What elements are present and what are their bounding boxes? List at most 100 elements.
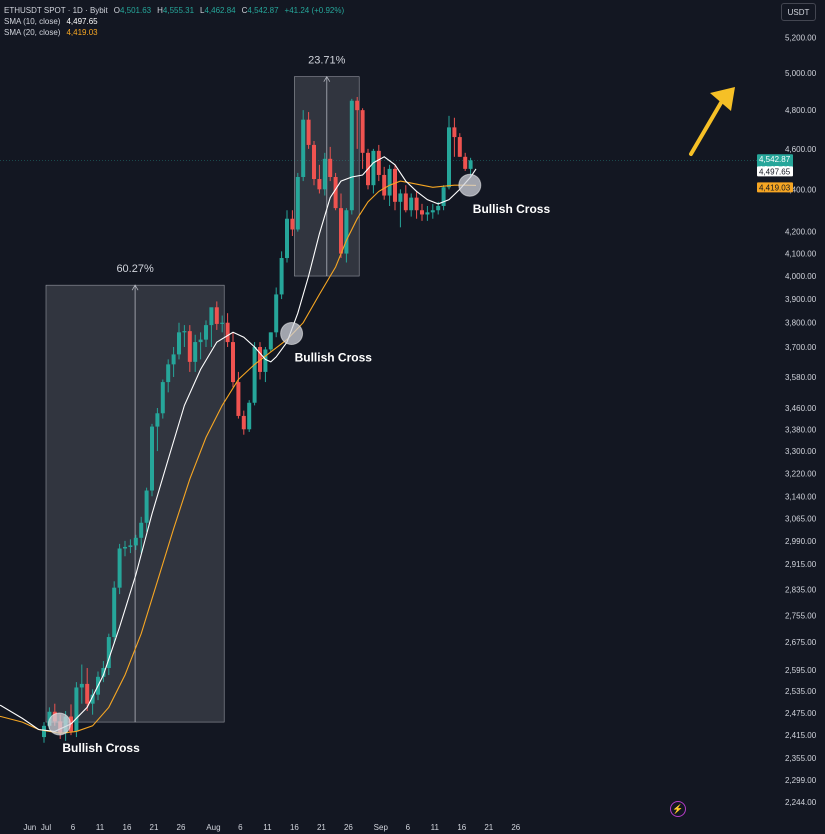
time-tick-label: 6 bbox=[71, 823, 76, 832]
candle-body bbox=[312, 144, 316, 180]
candle-body bbox=[328, 158, 333, 177]
cross-marker bbox=[47, 712, 71, 736]
candle-body bbox=[414, 197, 419, 211]
price-tag bbox=[757, 166, 793, 177]
sma10-value: 4,497.65 bbox=[66, 17, 98, 26]
time-tick-label: Aug bbox=[206, 823, 220, 832]
candle-body bbox=[295, 176, 300, 230]
candle-body bbox=[333, 176, 338, 209]
candle-body bbox=[317, 179, 322, 190]
candle-body bbox=[112, 587, 117, 638]
symbol-label[interactable]: ETHUSDT SPOT · 1D · Bybit bbox=[4, 6, 108, 15]
candle-body bbox=[339, 208, 343, 254]
quote-currency-button[interactable]: USDT bbox=[781, 3, 816, 21]
bullish-cross-label: Bullish Cross bbox=[473, 202, 551, 216]
range-arrowhead bbox=[323, 75, 331, 82]
candle-body bbox=[268, 332, 273, 350]
high-value: 4,555.31 bbox=[162, 6, 195, 15]
price-tick-label: 3,580.00 bbox=[785, 373, 817, 382]
time-tick-label: 21 bbox=[484, 823, 493, 832]
candle-body bbox=[274, 294, 279, 333]
candle-body bbox=[409, 197, 414, 211]
open-value: 4,501.63 bbox=[119, 6, 152, 15]
time-tick-label: 6 bbox=[238, 823, 243, 832]
candle-body bbox=[279, 258, 284, 295]
time-tick-label: 16 bbox=[123, 823, 132, 832]
candle-body bbox=[133, 537, 138, 546]
time-tick-label: Jul bbox=[41, 823, 51, 832]
candle-body bbox=[457, 137, 462, 157]
candle-body bbox=[209, 307, 214, 326]
price-tick-label: 2,915.00 bbox=[785, 560, 817, 569]
time-tick-label: 6 bbox=[406, 823, 411, 832]
price-tick-label: 2,675.00 bbox=[785, 638, 817, 647]
candle-body bbox=[436, 206, 441, 211]
candle-body bbox=[171, 354, 176, 365]
price-tag bbox=[757, 182, 793, 193]
open-label: O bbox=[113, 6, 120, 15]
price-tick-label: 2,755.00 bbox=[785, 611, 817, 620]
candle-body bbox=[376, 150, 381, 175]
candle-body bbox=[182, 331, 187, 333]
candle-body bbox=[306, 119, 311, 145]
candle-body bbox=[290, 218, 295, 230]
candle-body bbox=[285, 218, 289, 259]
price-tick-label: 2,475.00 bbox=[785, 709, 817, 718]
price-tick-label: 3,800.00 bbox=[785, 319, 817, 328]
candle-body bbox=[101, 668, 106, 677]
candle-body bbox=[144, 490, 149, 523]
price-tick-label: 3,065.00 bbox=[785, 514, 817, 523]
candle-body bbox=[123, 546, 127, 549]
price-tick-label: 3,700.00 bbox=[785, 343, 817, 352]
price-tick-label: 3,300.00 bbox=[785, 447, 817, 456]
candle-body bbox=[360, 110, 365, 153]
time-tick-label: 11 bbox=[96, 823, 105, 832]
flash-icon[interactable]: ⚡ bbox=[670, 801, 686, 817]
price-tick-label: 4,800.00 bbox=[785, 106, 817, 115]
price-tick-label: 4,400.00 bbox=[785, 185, 817, 194]
price-tick-label: 4,000.00 bbox=[785, 272, 817, 281]
price-axis: 5,200.00 5,000.00 4,800.00 4,600.00 4,400.00… bbox=[757, 33, 817, 807]
candle-body bbox=[452, 127, 457, 138]
candle-body bbox=[117, 548, 122, 588]
price-tick-label: 2,415.00 bbox=[785, 731, 817, 740]
sma20-label[interactable]: SMA (20, close) bbox=[4, 28, 61, 37]
candle-body bbox=[231, 342, 235, 383]
high-label: H bbox=[157, 6, 163, 15]
price-tick-label: 3,380.00 bbox=[785, 425, 817, 434]
candle-body bbox=[430, 210, 435, 213]
time-tick-label: 16 bbox=[290, 823, 299, 832]
range-percent-label: 60.27% bbox=[116, 263, 154, 275]
range-percent-label: 23.71% bbox=[308, 55, 346, 67]
uptrend-arrowhead bbox=[710, 87, 735, 111]
candle-body bbox=[106, 637, 111, 669]
candle-body bbox=[252, 346, 257, 403]
price-tick-label: 2,355.00 bbox=[785, 754, 817, 763]
candle-body bbox=[42, 725, 46, 738]
candle-body bbox=[187, 331, 192, 362]
price-tick-label: 2,835.00 bbox=[785, 585, 817, 594]
candle-body bbox=[193, 342, 198, 362]
price-tick-label: 4,100.00 bbox=[785, 250, 817, 259]
candle-body bbox=[263, 349, 268, 372]
price-tick-label: 2,535.00 bbox=[785, 687, 817, 696]
candle-body bbox=[177, 332, 181, 355]
price-tick-label: 5,200.00 bbox=[785, 33, 817, 42]
sma10-label[interactable]: SMA (10, close) bbox=[4, 17, 61, 26]
price-tick-label: 3,900.00 bbox=[785, 295, 817, 304]
time-tick-label: 11 bbox=[431, 823, 440, 832]
price-tag-label: 4,542.87 bbox=[759, 155, 791, 164]
time-tick-label: 26 bbox=[344, 823, 353, 832]
low-value: 4,462.84 bbox=[204, 6, 236, 15]
sma10-line bbox=[0, 156, 477, 732]
time-tick-label: Sep bbox=[374, 823, 389, 832]
candle-body bbox=[166, 364, 171, 383]
candle-body bbox=[128, 545, 133, 547]
price-tick-label: 2,299.00 bbox=[785, 776, 817, 785]
candle-body bbox=[301, 119, 306, 177]
moving-averages bbox=[0, 156, 477, 734]
candle-body bbox=[382, 174, 387, 196]
candle-body bbox=[447, 127, 451, 188]
time-tick-label: 26 bbox=[511, 823, 520, 832]
